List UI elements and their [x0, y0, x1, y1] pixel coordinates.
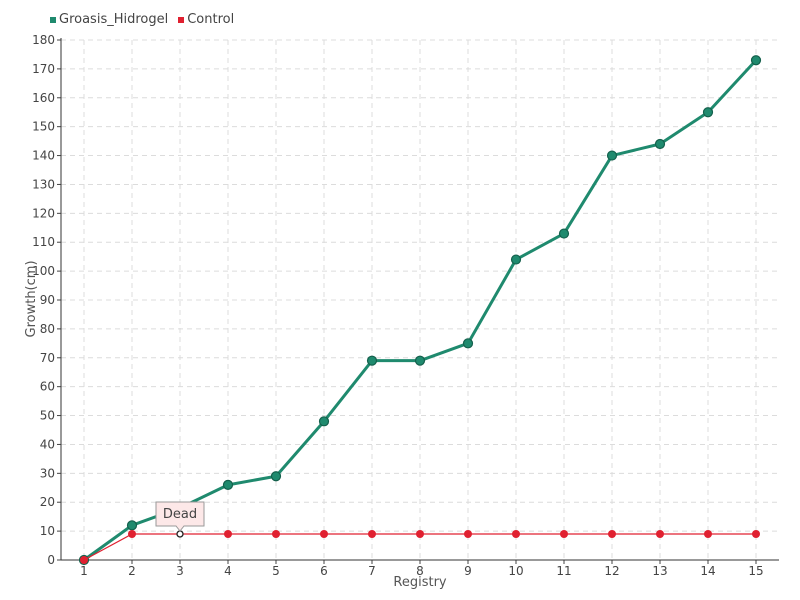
- y-tick-label: 70: [40, 351, 55, 365]
- data-point-control[interactable]: [320, 530, 328, 538]
- data-point-control[interactable]: [656, 530, 664, 538]
- y-tick-label: 10: [40, 524, 55, 538]
- grid-lines: [61, 39, 779, 560]
- data-point-control[interactable]: [752, 530, 760, 538]
- data-point-groasis[interactable]: [750, 55, 762, 66]
- data-point-groasis[interactable]: [414, 355, 426, 366]
- y-axis-title: Growth(cm): [24, 260, 39, 337]
- y-tick-label: 90: [40, 293, 55, 307]
- data-point-groasis[interactable]: [654, 138, 666, 150]
- x-tick-label: 12: [604, 564, 619, 578]
- data-point-control[interactable]: [416, 530, 424, 538]
- legend-swatch-groasis: [50, 16, 56, 23]
- data-point-groasis[interactable]: [366, 355, 378, 366]
- annotation-callout: [155, 501, 205, 532]
- data-point-groasis[interactable]: [558, 228, 570, 239]
- annotation-layer: Dead: [155, 501, 205, 532]
- x-axis-title: Registry: [393, 575, 447, 590]
- x-tick-label: 13: [652, 564, 667, 578]
- x-tick-label: 11: [556, 564, 571, 578]
- x-tick-label: 10: [508, 564, 523, 578]
- series-layer: [78, 55, 762, 566]
- data-point-groasis[interactable]: [126, 520, 138, 531]
- x-tick-label: 14: [700, 564, 715, 578]
- data-point-control[interactable]: [464, 530, 472, 538]
- axes: 0102030405060708090100110120130140150160…: [32, 33, 779, 578]
- y-tick-label: 40: [40, 437, 55, 451]
- data-point-control[interactable]: [608, 530, 616, 538]
- y-tick-label: 160: [32, 91, 55, 105]
- x-tick-label: 2: [128, 564, 136, 578]
- legend-swatch-control: [178, 16, 185, 23]
- y-tick-label: 110: [32, 235, 55, 249]
- y-tick-label: 100: [32, 264, 55, 278]
- data-point-control[interactable]: [80, 556, 88, 564]
- legend-label-control: Control: [187, 12, 235, 27]
- y-tick-label: 170: [32, 62, 55, 76]
- data-point-control[interactable]: [704, 530, 712, 538]
- data-point-control[interactable]: [512, 530, 520, 538]
- x-tick-label: 3: [176, 564, 184, 578]
- y-tick-label: 60: [40, 380, 55, 394]
- x-tick-label: 1: [80, 564, 88, 578]
- data-point-groasis[interactable]: [606, 150, 618, 161]
- y-tick-label: 140: [32, 149, 55, 163]
- data-point-control[interactable]: [560, 530, 568, 538]
- x-tick-label: 15: [748, 564, 763, 578]
- y-tick-label: 50: [40, 409, 55, 423]
- x-tick-label: 6: [320, 564, 328, 578]
- y-tick-label: 120: [32, 206, 55, 220]
- legend-item-control[interactable]: Control: [178, 12, 234, 27]
- legend-item-groasis[interactable]: Groasis_Hidrogel: [50, 12, 168, 27]
- data-point-groasis[interactable]: [222, 479, 234, 490]
- data-point-control[interactable]: [368, 530, 376, 538]
- annotation-label: Dead: [163, 507, 197, 522]
- x-tick-label: 8: [416, 564, 424, 578]
- data-point-groasis[interactable]: [510, 254, 522, 265]
- y-tick-label: 180: [32, 33, 55, 47]
- x-tick-label: 7: [368, 564, 376, 578]
- data-point-groasis[interactable]: [702, 107, 714, 118]
- data-point-control[interactable]: [128, 530, 136, 538]
- data-point-groasis[interactable]: [270, 471, 282, 482]
- chart-legend: Groasis_Hidrogel Control: [50, 12, 234, 27]
- legend-label-groasis: Groasis_Hidrogel: [59, 12, 169, 27]
- x-tick-label: 9: [464, 564, 472, 578]
- data-point-control[interactable]: [176, 530, 184, 538]
- data-point-groasis[interactable]: [462, 338, 474, 349]
- y-tick-label: 30: [40, 466, 55, 480]
- y-tick-label: 150: [32, 120, 55, 134]
- data-point-groasis[interactable]: [318, 416, 330, 427]
- x-tick-label: 5: [272, 564, 280, 578]
- y-tick-label: 0: [47, 553, 55, 567]
- x-tick-label: 4: [224, 564, 232, 578]
- y-tick-label: 130: [32, 177, 55, 191]
- data-point-control[interactable]: [272, 530, 280, 538]
- y-tick-label: 20: [40, 495, 55, 509]
- y-tick-label: 80: [40, 322, 55, 336]
- data-point-control[interactable]: [224, 530, 232, 538]
